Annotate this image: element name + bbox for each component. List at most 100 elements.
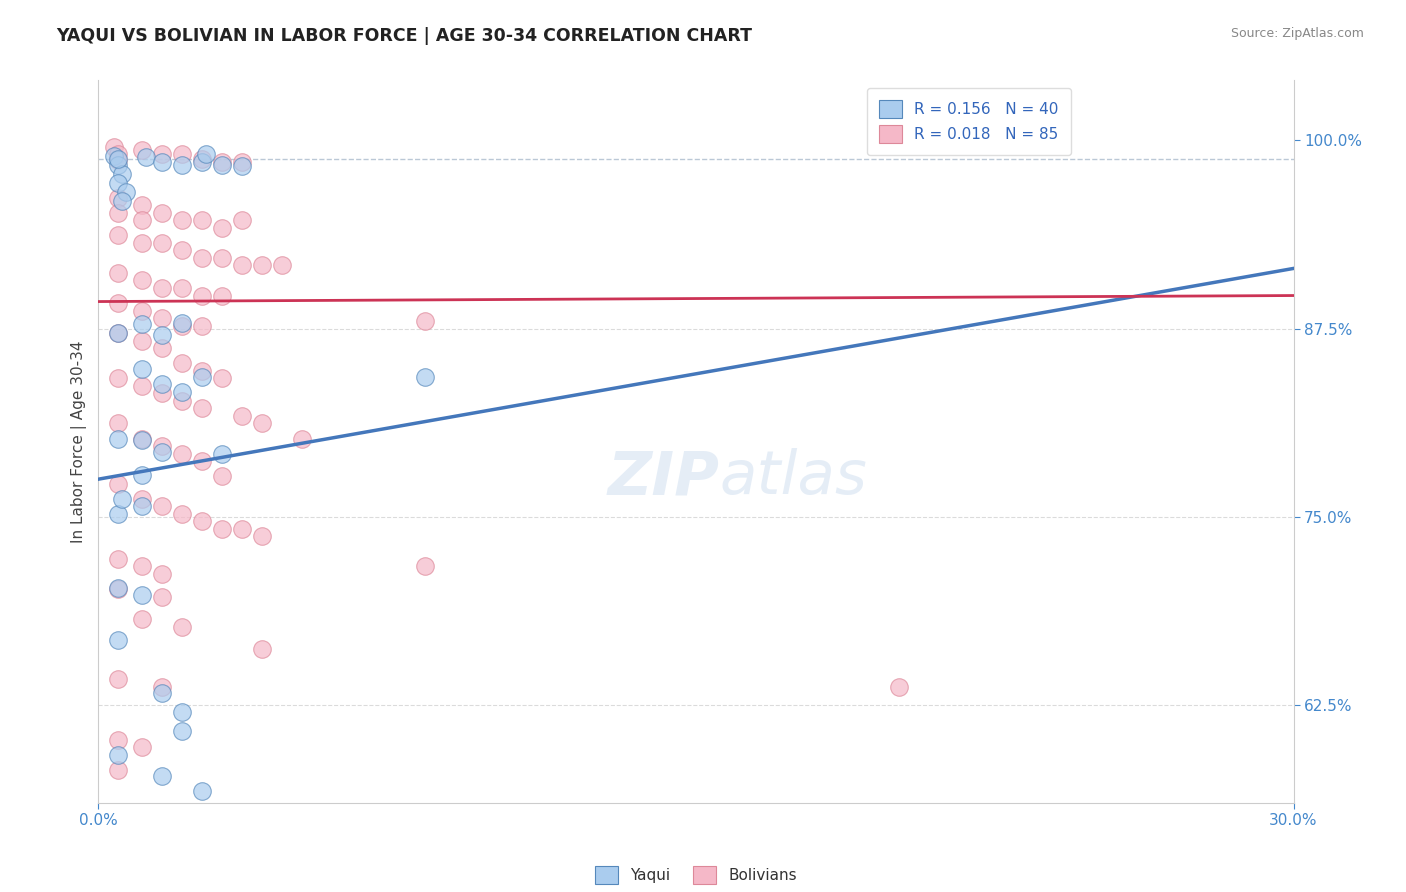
Point: [191, 514, 214, 528]
Point: [250, 642, 273, 657]
Point: [107, 432, 129, 446]
Point: [150, 341, 173, 355]
Point: [115, 185, 138, 199]
Point: [107, 326, 129, 341]
Point: [172, 393, 194, 408]
Point: [211, 220, 233, 235]
Point: [107, 673, 129, 687]
Point: [107, 266, 129, 280]
Point: [131, 491, 153, 506]
Point: [150, 680, 173, 694]
Point: [413, 369, 436, 384]
Point: [172, 356, 194, 370]
Point: [191, 401, 214, 416]
Point: [131, 143, 153, 157]
Point: [191, 369, 214, 384]
Text: ZIP: ZIP: [607, 448, 720, 508]
Point: [191, 213, 214, 227]
Point: [191, 364, 214, 378]
Point: [107, 763, 129, 777]
Point: [150, 281, 173, 295]
Point: [107, 371, 129, 385]
Point: [172, 281, 194, 295]
Point: [191, 251, 214, 265]
Point: [107, 158, 129, 172]
Point: [250, 529, 273, 543]
Point: [111, 491, 134, 506]
Point: [172, 213, 194, 227]
Point: [231, 409, 253, 423]
Point: [107, 147, 129, 161]
Point: [131, 362, 153, 376]
Point: [150, 769, 173, 783]
Point: [107, 582, 129, 596]
Point: [150, 377, 173, 392]
Legend: Yaqui, Bolivians: Yaqui, Bolivians: [582, 854, 810, 892]
Point: [231, 154, 253, 169]
Point: [150, 686, 173, 700]
Point: [231, 522, 253, 536]
Point: [131, 740, 153, 755]
Point: [131, 213, 153, 227]
Point: [107, 417, 129, 431]
Point: [231, 259, 253, 273]
Point: [131, 379, 153, 393]
Point: [107, 153, 129, 167]
Point: [191, 152, 214, 166]
Point: [150, 206, 173, 220]
Point: [250, 417, 273, 431]
Point: [150, 147, 173, 161]
Point: [150, 590, 173, 604]
Point: [191, 454, 214, 468]
Point: [211, 522, 233, 536]
Point: [107, 228, 129, 243]
Point: [191, 288, 214, 302]
Point: [107, 633, 129, 648]
Text: Source: ZipAtlas.com: Source: ZipAtlas.com: [1230, 27, 1364, 40]
Point: [107, 206, 129, 220]
Point: [107, 732, 129, 747]
Point: [150, 154, 173, 169]
Text: atlas: atlas: [720, 448, 868, 508]
Point: [131, 588, 153, 602]
Point: [270, 259, 292, 273]
Point: [172, 620, 194, 634]
Y-axis label: In Labor Force | Age 30-34: In Labor Force | Age 30-34: [72, 340, 87, 543]
Point: [150, 439, 173, 453]
Point: [211, 158, 233, 172]
Point: [413, 559, 436, 574]
Point: [150, 445, 173, 459]
Point: [131, 273, 153, 287]
Point: [107, 552, 129, 566]
Point: [103, 148, 125, 162]
Point: [107, 152, 129, 166]
Point: [131, 433, 153, 447]
Point: [150, 327, 173, 342]
Point: [111, 167, 134, 181]
Point: [231, 213, 253, 227]
Point: [172, 147, 194, 161]
Point: [150, 567, 173, 582]
Point: [131, 500, 153, 514]
Point: [131, 198, 153, 212]
Point: [172, 244, 194, 258]
Point: [172, 318, 194, 333]
Point: [107, 296, 129, 310]
Point: [150, 311, 173, 326]
Point: [103, 139, 125, 153]
Point: [131, 559, 153, 574]
Point: [211, 251, 233, 265]
Point: [131, 467, 153, 482]
Point: [150, 235, 173, 250]
Point: [172, 384, 194, 399]
Text: YAQUI VS BOLIVIAN IN LABOR FORCE | AGE 30-34 CORRELATION CHART: YAQUI VS BOLIVIAN IN LABOR FORCE | AGE 3…: [56, 27, 752, 45]
Point: [107, 191, 129, 205]
Point: [107, 326, 129, 341]
Point: [131, 303, 153, 318]
Point: [211, 154, 233, 169]
Point: [135, 150, 157, 164]
Point: [172, 723, 194, 738]
Point: [107, 747, 129, 762]
Point: [191, 784, 214, 798]
Point: [172, 507, 194, 521]
